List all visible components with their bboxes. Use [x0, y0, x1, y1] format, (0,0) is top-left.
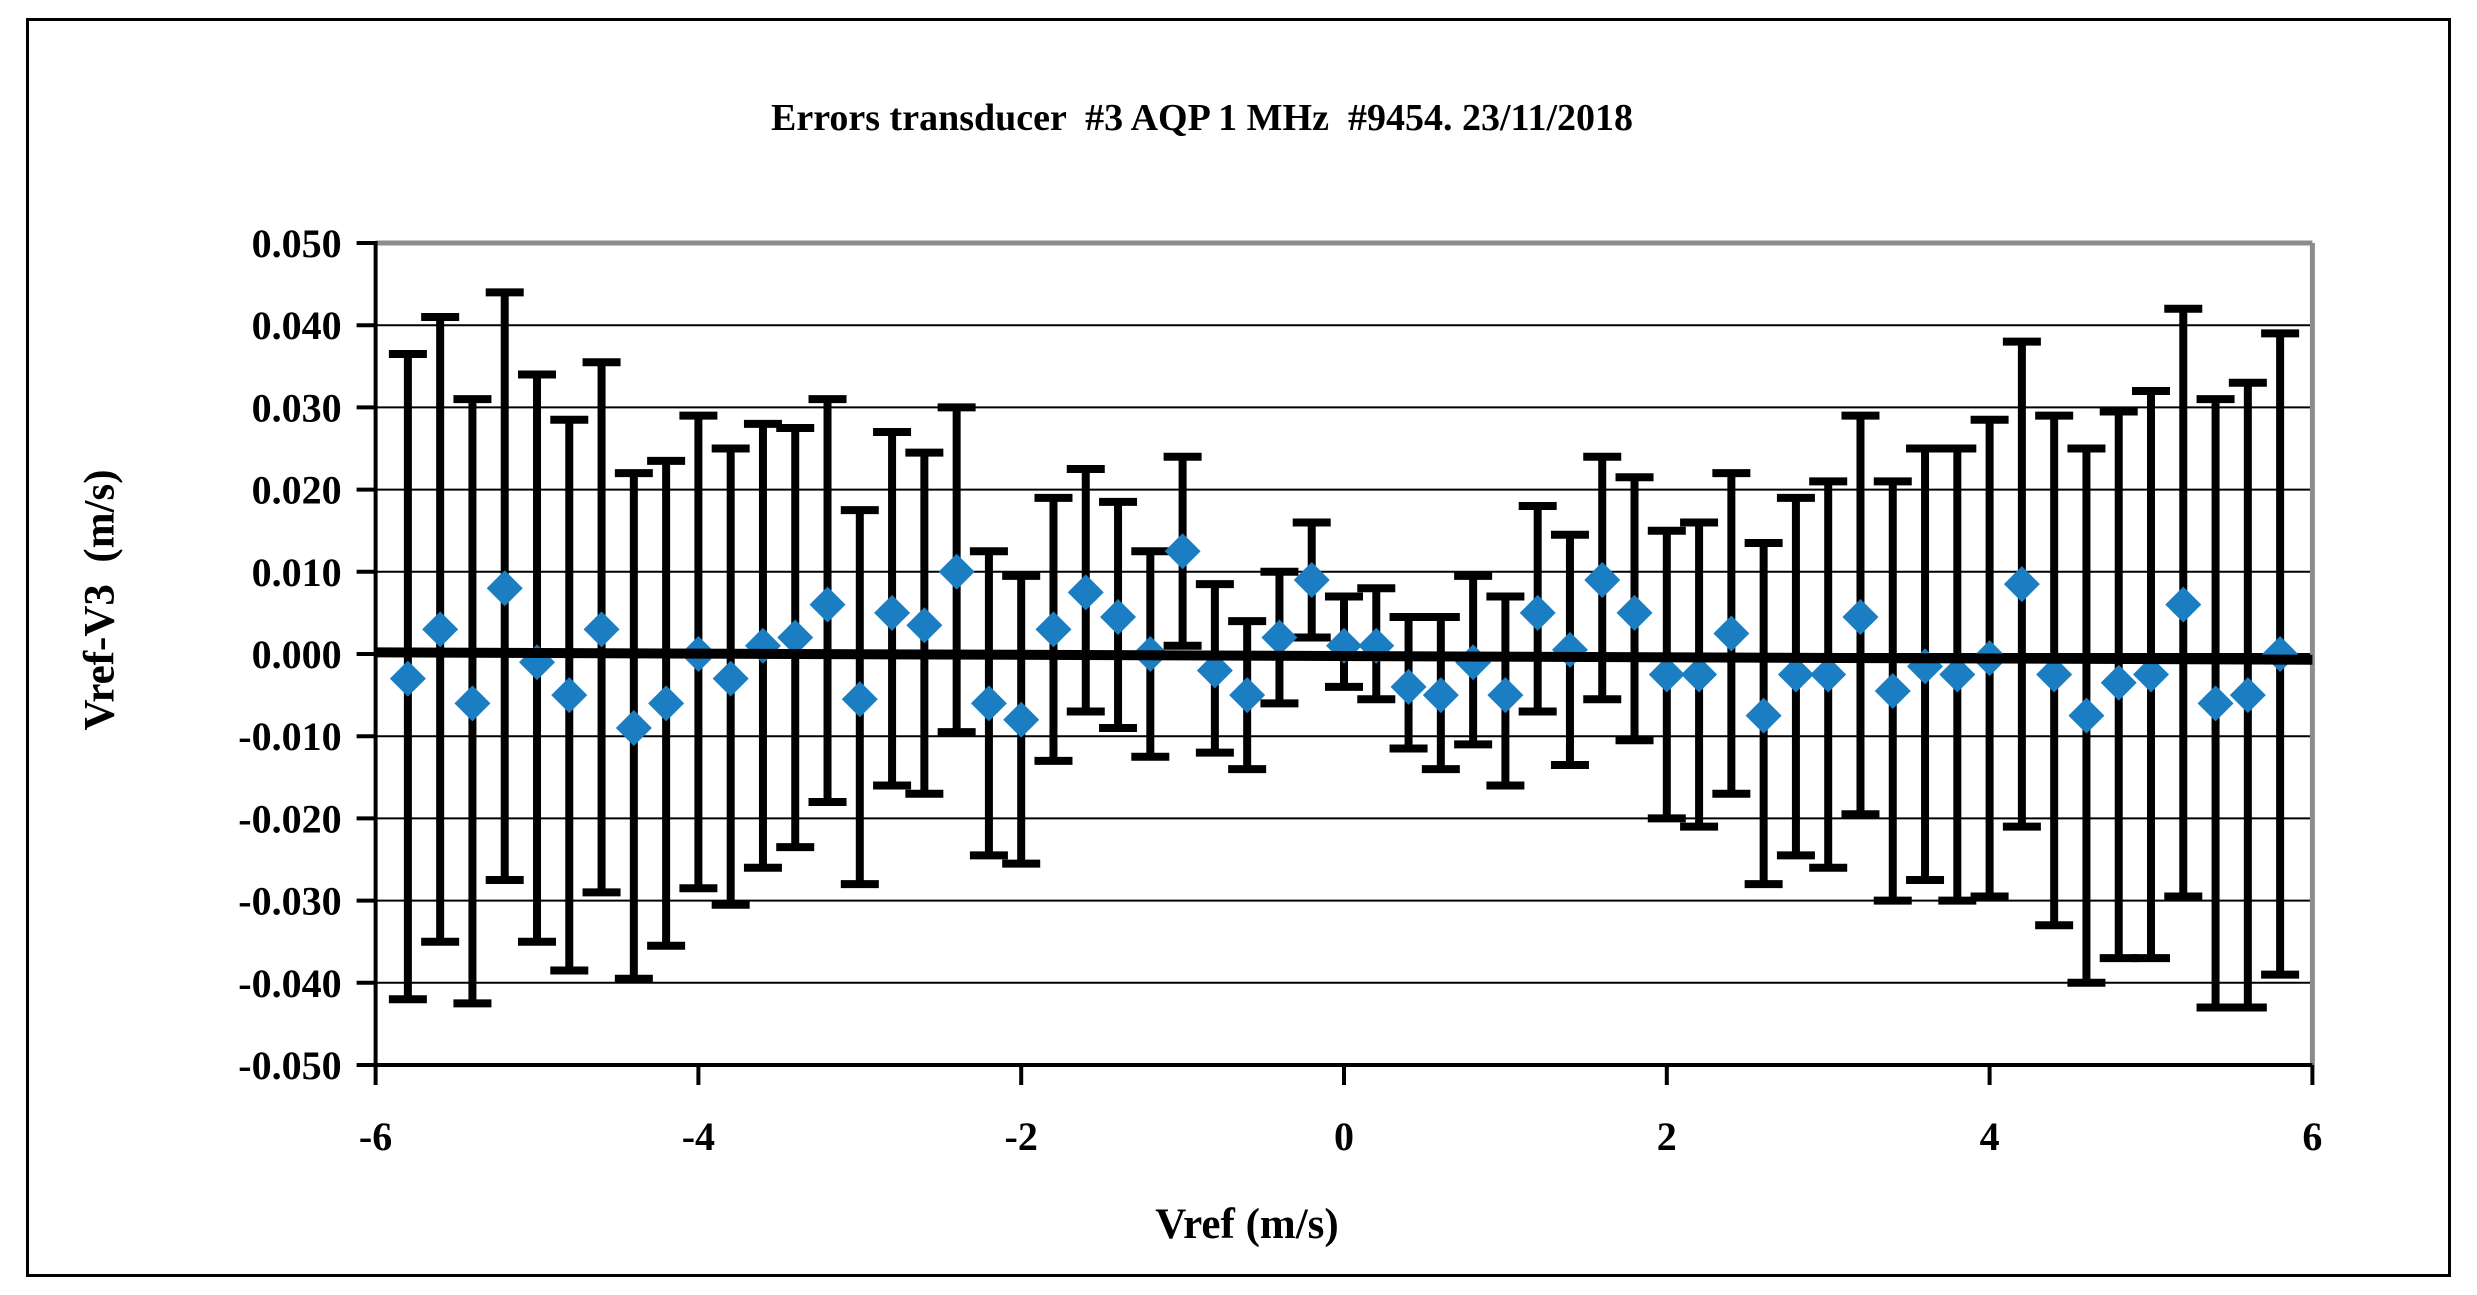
- data-point-marker: [1067, 574, 1104, 611]
- data-point-marker: [486, 570, 523, 607]
- svg-text:0.050: 0.050: [252, 221, 342, 266]
- data-point-marker: [1874, 672, 1911, 709]
- data-point-marker: [648, 685, 685, 722]
- svg-text:-0.040: -0.040: [238, 961, 341, 1006]
- data-point-marker: [1810, 656, 1847, 693]
- svg-text:0: 0: [1334, 1114, 1354, 1159]
- data-point-marker: [389, 660, 426, 697]
- data-point-marker: [551, 677, 588, 714]
- data-point-marker: [2133, 656, 2169, 693]
- data-point-marker: [1035, 611, 1072, 648]
- data-point-marker: [906, 607, 943, 644]
- data-point-marker: [2003, 566, 2040, 603]
- data-point-marker: [1261, 619, 1298, 656]
- data-point-marker: [1100, 599, 1137, 636]
- data-point-marker: [2229, 677, 2266, 714]
- data-point-marker: [2197, 685, 2234, 722]
- svg-text:-0.030: -0.030: [238, 879, 341, 924]
- svg-text:0.040: 0.040: [252, 303, 342, 348]
- data-point-marker: [1745, 697, 1782, 734]
- x-axis-title: Vref (m/s): [1155, 1201, 1339, 1248]
- data-point-marker: [2100, 664, 2137, 701]
- x-tick-labels: -6 -4 -2 0 2 4 6: [359, 1114, 2322, 1159]
- svg-text:-6: -6: [359, 1114, 392, 1159]
- data-point-marker: [2036, 656, 2073, 693]
- data-point-marker: [615, 709, 652, 746]
- data-point-marker: [583, 611, 620, 648]
- svg-text:-0.050: -0.050: [238, 1043, 341, 1088]
- svg-text:0.000: 0.000: [252, 632, 342, 677]
- data-point-marker: [938, 553, 975, 590]
- svg-text:-4: -4: [682, 1114, 715, 1159]
- data-point-marker: [454, 685, 491, 722]
- data-point-marker: [1293, 562, 1330, 599]
- data-point-marker: [970, 685, 1007, 722]
- data-point-marker: [1519, 594, 1556, 631]
- chart-border: [26, 18, 2451, 1277]
- data-point-marker: [1616, 594, 1653, 631]
- data-point-marker: [1777, 656, 1814, 693]
- data-point-marker: [2165, 586, 2202, 623]
- data-point-marker: [1229, 677, 1266, 714]
- svg-text:0.020: 0.020: [252, 468, 342, 513]
- data-point-marker: [2068, 697, 2105, 734]
- data-point-marker: [1584, 562, 1621, 599]
- svg-text:0.030: 0.030: [252, 385, 342, 430]
- axis-ticks: [356, 241, 2315, 1085]
- data-point-marker: [777, 619, 814, 656]
- data-points: [389, 533, 2299, 746]
- data-point-marker: [809, 586, 846, 623]
- data-point-marker: [874, 594, 911, 631]
- trend-line: [375, 647, 2313, 665]
- data-point-marker: [1681, 656, 1718, 693]
- data-point-marker: [1003, 701, 1040, 738]
- data-point-marker: [1164, 533, 1201, 570]
- svg-text:6: 6: [2302, 1114, 2322, 1159]
- data-point-marker: [1842, 599, 1879, 636]
- y-tick-labels: 0.050 0.040 0.030 0.020 0.010 0.000 -0.010 -0.0…: [238, 221, 341, 1088]
- data-point-marker: [712, 660, 749, 697]
- svg-text:0.010: 0.010: [252, 550, 342, 595]
- data-point-marker: [1487, 677, 1524, 714]
- data-point-marker: [1196, 652, 1233, 689]
- data-point-marker: [1422, 677, 1459, 714]
- chart-title: Errors transducer #3 AQP 1 MHz #9454. 23…: [771, 97, 1633, 139]
- data-point-marker: [422, 611, 459, 648]
- svg-text:4: 4: [1980, 1114, 2000, 1159]
- data-point-marker: [1648, 656, 1685, 693]
- svg-text:-0.020: -0.020: [238, 796, 341, 841]
- data-point-marker: [841, 681, 878, 718]
- data-point-marker: [1713, 615, 1750, 652]
- data-point-marker: [1390, 668, 1427, 705]
- svg-text:-0.010: -0.010: [238, 714, 341, 759]
- svg-text:-2: -2: [1005, 1114, 1038, 1159]
- svg-text:2: 2: [1657, 1114, 1677, 1159]
- y-axis-title: Vref-V3 (m/s): [76, 469, 124, 731]
- data-point-marker: [1939, 656, 1976, 693]
